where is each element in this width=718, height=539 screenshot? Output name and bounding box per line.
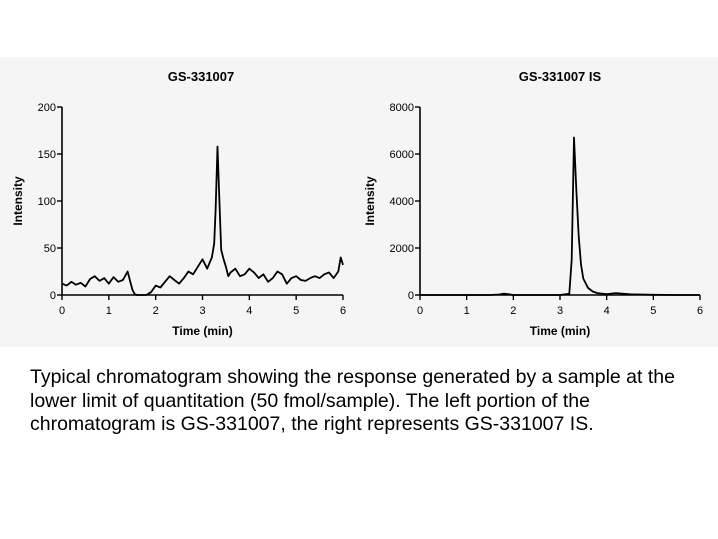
- x-tick-label: 4: [246, 305, 252, 317]
- x-tick-label: 1: [106, 305, 112, 317]
- figure-caption: Typical chromatogram showing the respons…: [30, 366, 675, 435]
- x-axis-label: Time (min): [530, 324, 590, 338]
- x-tick-label: 2: [510, 305, 516, 317]
- chart-gs331007-is: GS-331007 IS 0 2000 4000 6000 8000 0 1 2 3 4 5 6 Time…: [363, 69, 703, 338]
- x-tick-label: 3: [199, 305, 205, 317]
- y-tick-label: 4000: [390, 196, 414, 208]
- x-tick-label: 5: [650, 305, 656, 317]
- chart-title: GS-331007: [168, 69, 235, 84]
- y-tick-label: 0: [50, 290, 56, 302]
- x-tick-label: 0: [417, 305, 423, 317]
- x-tick-label: 4: [604, 305, 610, 317]
- x-tick-label: 0: [59, 305, 65, 317]
- y-axis-label: Intensity: [363, 176, 377, 226]
- x-tick-label: 6: [340, 305, 346, 317]
- y-tick-label: 100: [38, 196, 56, 208]
- chart-gs331007: GS-331007 0 50 100 150 200 0 1 2 3 4 5 6 Time (min) In…: [11, 69, 346, 338]
- x-tick-label: 2: [153, 305, 159, 317]
- y-tick-label: 2000: [390, 243, 414, 255]
- chromatogram-trace: [61, 145, 344, 296]
- y-tick-label: 8000: [390, 102, 414, 114]
- y-tick-label: 6000: [390, 149, 414, 161]
- y-tick-label: 50: [44, 243, 56, 255]
- chart-title: GS-331007 IS: [519, 69, 602, 84]
- x-tick-label: 5: [293, 305, 299, 317]
- x-axis-label: Time (min): [172, 324, 232, 338]
- figure-panel: [0, 57, 718, 347]
- chromatogram-trace: [420, 136, 700, 296]
- x-tick-label: 6: [697, 305, 703, 317]
- y-tick-label: 150: [38, 149, 56, 161]
- x-tick-label: 1: [464, 305, 470, 317]
- y-axis-label: Intensity: [11, 176, 25, 226]
- x-tick-label: 3: [557, 305, 563, 317]
- y-tick-label: 200: [38, 102, 56, 114]
- y-tick-label: 0: [408, 290, 414, 302]
